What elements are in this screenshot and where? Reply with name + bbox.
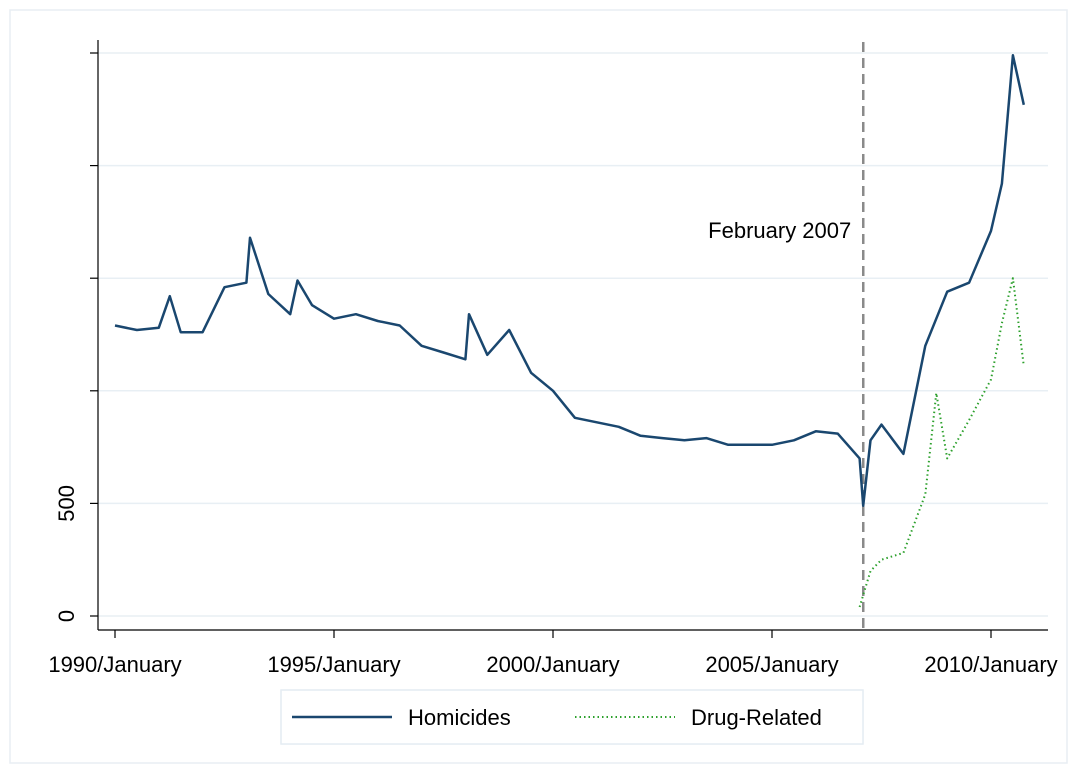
series-lines [114,54,1026,608]
legend-label-drug-related: Drug-Related [691,705,822,730]
legend-label-homicides: Homicides [408,705,511,730]
x-tick-label: 1995/January [267,652,400,677]
x-tick-label: 2010/January [924,652,1057,677]
axes: 0 500 1990/January 1995/January 2000/January… [48,40,1058,677]
grid-lines [98,52,1048,617]
x-tick-label: 2000/January [486,652,619,677]
legend: Homicides Drug-Related [280,689,864,745]
annotation-label: February 2007 [708,218,851,243]
x-tick-label: 1990/January [48,652,181,677]
series-line-homicides [114,54,1026,507]
x-tick-label: 2005/January [705,652,838,677]
y-tick-label: 0 [54,610,79,622]
chart-background [9,9,1068,764]
annotation-layer: February 2007 [708,42,865,630]
y-tick-label: 500 [54,485,79,522]
series-line-drug-related [858,277,1025,608]
